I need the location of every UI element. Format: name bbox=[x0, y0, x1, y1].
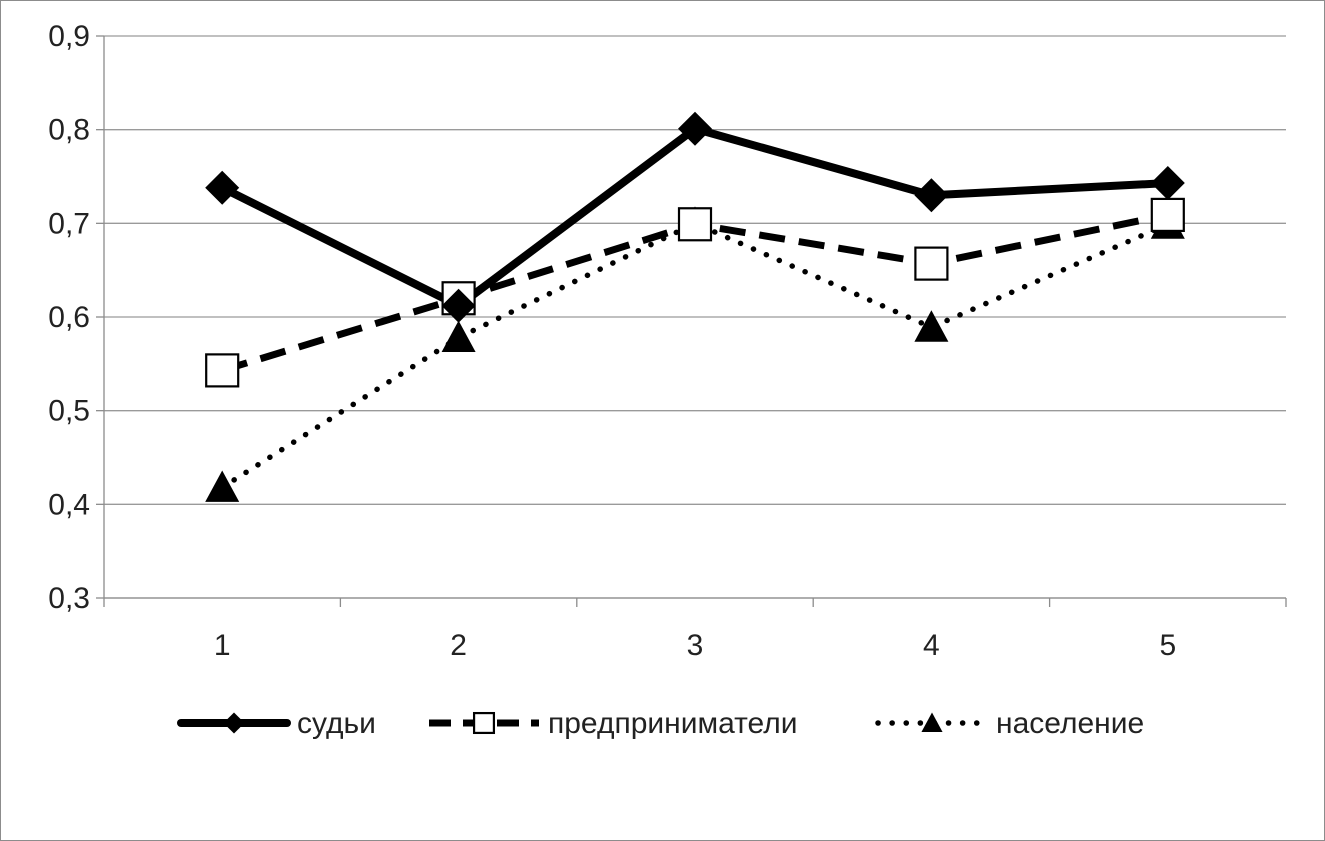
series-2-point bbox=[205, 353, 240, 388]
y-tick-label: 0,3 bbox=[48, 582, 90, 615]
series-3-point bbox=[914, 310, 949, 342]
series-1-point bbox=[678, 111, 712, 146]
y-tick-label: 0,5 bbox=[48, 395, 90, 428]
x-tick-label: 5 bbox=[1159, 629, 1176, 662]
series-1-point bbox=[441, 288, 476, 323]
y-tick-label: 0,8 bbox=[48, 114, 90, 147]
series-2-point bbox=[1150, 197, 1185, 233]
x-tick-label: 4 bbox=[923, 629, 940, 662]
series-3-point bbox=[205, 470, 240, 502]
y-tick-label: 0,9 bbox=[48, 20, 90, 53]
series-group bbox=[205, 111, 1185, 502]
y-tick-label: 0,6 bbox=[48, 301, 90, 334]
y-tick-label: 0,7 bbox=[48, 207, 90, 240]
series-1-point bbox=[914, 178, 949, 213]
legend-label-2: предприниматели bbox=[548, 707, 797, 740]
legend-swatch-marker-2 bbox=[472, 711, 496, 735]
x-tick-label: 1 bbox=[214, 629, 231, 662]
axes bbox=[96, 35, 1287, 607]
legend: судьи предприниматели население bbox=[177, 707, 1144, 740]
legend-swatch-marker-1 bbox=[223, 712, 245, 734]
legend-swatch-marker-3 bbox=[921, 712, 943, 732]
series-1-point bbox=[205, 170, 240, 205]
legend-label-1: судьи bbox=[297, 707, 376, 740]
series-line-3 bbox=[219, 220, 1171, 491]
legend-label-3: население bbox=[996, 707, 1144, 740]
series-3-point bbox=[441, 320, 476, 353]
series-2-point bbox=[677, 207, 713, 242]
tick-labels: 0,3 0,4 0,5 0,6 0,7 0,8 0,9 1 2 3 4 5 bbox=[48, 20, 1176, 662]
y-tick-label: 0,4 bbox=[48, 488, 90, 521]
series-2-point bbox=[914, 246, 949, 281]
x-tick-label: 3 bbox=[687, 629, 704, 662]
x-tick-label: 2 bbox=[450, 629, 467, 662]
series-1-point bbox=[1150, 166, 1185, 201]
